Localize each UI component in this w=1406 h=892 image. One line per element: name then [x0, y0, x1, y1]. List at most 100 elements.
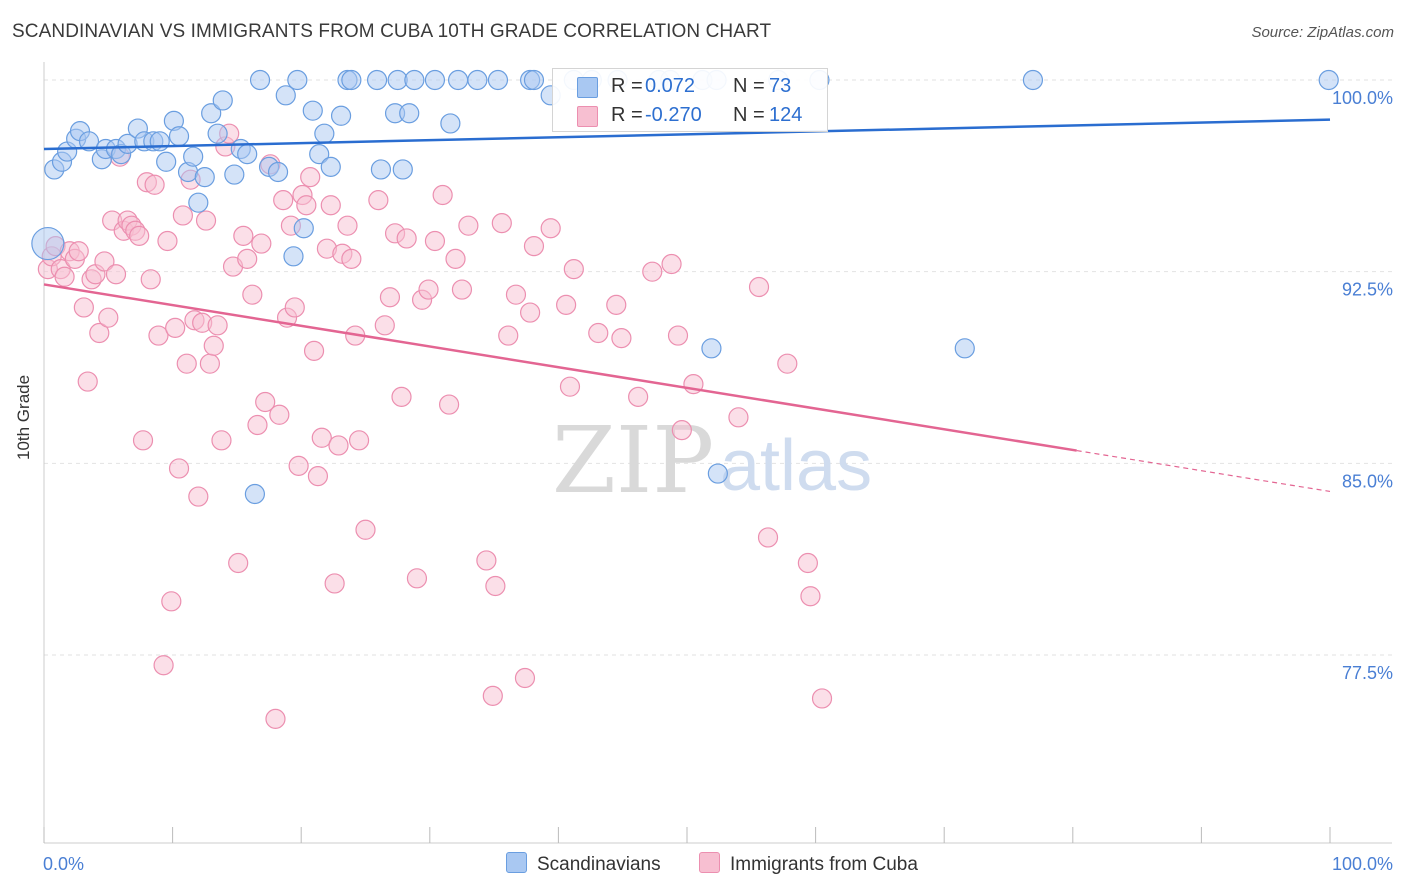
data-point — [237, 248, 258, 269]
data-point — [212, 90, 233, 111]
data-point — [588, 322, 609, 344]
data-point — [432, 184, 453, 206]
data-point — [341, 248, 362, 269]
data-point — [800, 586, 821, 607]
data-point — [303, 340, 325, 361]
data-point — [485, 575, 506, 597]
data-point — [31, 226, 65, 261]
watermark-zip: ZIP — [552, 407, 714, 514]
data-point — [748, 276, 770, 298]
chart-title: SCANDINAVIAN VS IMMIGRANTS FROM CUBA 10T… — [12, 21, 772, 42]
data-point — [811, 688, 833, 709]
data-point — [396, 228, 417, 249]
legend-label-cuba: Immigrants from Cuba — [730, 854, 918, 875]
data-point — [728, 407, 749, 428]
data-point — [341, 69, 362, 91]
data-point — [73, 297, 94, 318]
data-point — [89, 322, 110, 344]
data-point — [523, 69, 545, 91]
trend-line-cuba — [43, 283, 1077, 452]
data-point — [207, 315, 228, 336]
data-point — [302, 100, 323, 121]
data-point — [194, 167, 215, 188]
data-point — [247, 414, 268, 436]
data-point — [642, 261, 663, 282]
data-point — [424, 230, 446, 252]
data-point — [267, 161, 289, 183]
axes — [43, 62, 1392, 844]
data-point — [77, 371, 98, 392]
legend-item-scandinavians[interactable]: Scandinavians — [506, 852, 661, 876]
data-point — [661, 253, 682, 275]
data-point — [498, 325, 519, 346]
data-point — [249, 69, 271, 91]
data-point — [307, 466, 329, 487]
stats-legend: R = 0.072 N = 73 R = -0.270 N = 124 — [552, 68, 828, 132]
data-point — [701, 338, 722, 359]
watermark-atlas: atlas — [720, 426, 872, 506]
data-point — [153, 655, 174, 676]
data-point — [445, 248, 466, 269]
data-point — [451, 279, 473, 300]
x-tick-label: 0.0% — [43, 854, 84, 874]
data-point — [320, 156, 341, 177]
data-point — [563, 259, 584, 280]
data-point — [161, 591, 182, 612]
legend-item-cuba[interactable]: Immigrants from Cuba — [699, 852, 918, 876]
trend-line-scandinavians — [43, 118, 1331, 151]
legend-swatch-blue — [577, 77, 598, 98]
legend-n-value: 124 — [769, 104, 803, 126]
tick-labels: 100.0% 92.5% 85.0% 77.5% 0.0% 100.0% — [43, 88, 1393, 874]
y-tick-label: 100.0% — [1332, 88, 1393, 108]
data-point — [78, 131, 100, 152]
data-point — [324, 573, 345, 594]
data-point — [165, 317, 186, 338]
data-point — [183, 146, 204, 167]
data-point — [300, 167, 321, 188]
data-point — [671, 420, 692, 441]
x-tick-label: 100.0% — [1332, 854, 1393, 874]
data-point — [368, 190, 389, 211]
data-point — [556, 294, 577, 315]
data-point — [392, 159, 413, 180]
data-point — [379, 287, 401, 308]
data-point — [140, 269, 161, 290]
data-point — [424, 69, 446, 91]
watermark: ZIP atlas — [552, 407, 872, 514]
legend-row-scandinavians: R = 0.072 N = 73 — [553, 71, 827, 101]
data-point — [188, 486, 209, 507]
data-point — [224, 164, 245, 185]
data-point — [559, 376, 581, 397]
data-point — [255, 391, 276, 413]
data-point — [404, 69, 425, 91]
data-point — [330, 105, 352, 126]
data-point — [523, 236, 545, 257]
data-point — [242, 284, 263, 305]
legend-row-cuba: R = -0.270 N = 124 — [553, 100, 827, 130]
series-scandinavians-points — [31, 69, 1339, 505]
legend-r-value: 0.072 — [645, 75, 696, 97]
data-point — [199, 353, 220, 374]
data-point — [288, 455, 309, 476]
data-point — [954, 338, 975, 359]
data-point — [188, 192, 209, 213]
data-point — [328, 435, 349, 456]
data-point — [168, 458, 190, 479]
data-point — [244, 483, 266, 505]
legend-n-value: 73 — [769, 75, 792, 97]
data-point — [144, 174, 165, 195]
data-point — [314, 123, 335, 144]
data-point — [438, 394, 460, 415]
trend-lines — [43, 118, 1331, 493]
y-tick-label: 85.0% — [1342, 471, 1393, 491]
legend-label-scandinavians: Scandinavians — [537, 854, 661, 875]
data-point — [203, 335, 224, 356]
data-point — [296, 195, 317, 216]
legend-swatch-blue — [506, 852, 527, 873]
data-point — [311, 427, 332, 448]
data-point — [149, 131, 170, 152]
data-point — [105, 264, 127, 285]
legend-swatch-pink — [577, 106, 598, 127]
legend-r-value: -0.270 — [645, 104, 702, 126]
